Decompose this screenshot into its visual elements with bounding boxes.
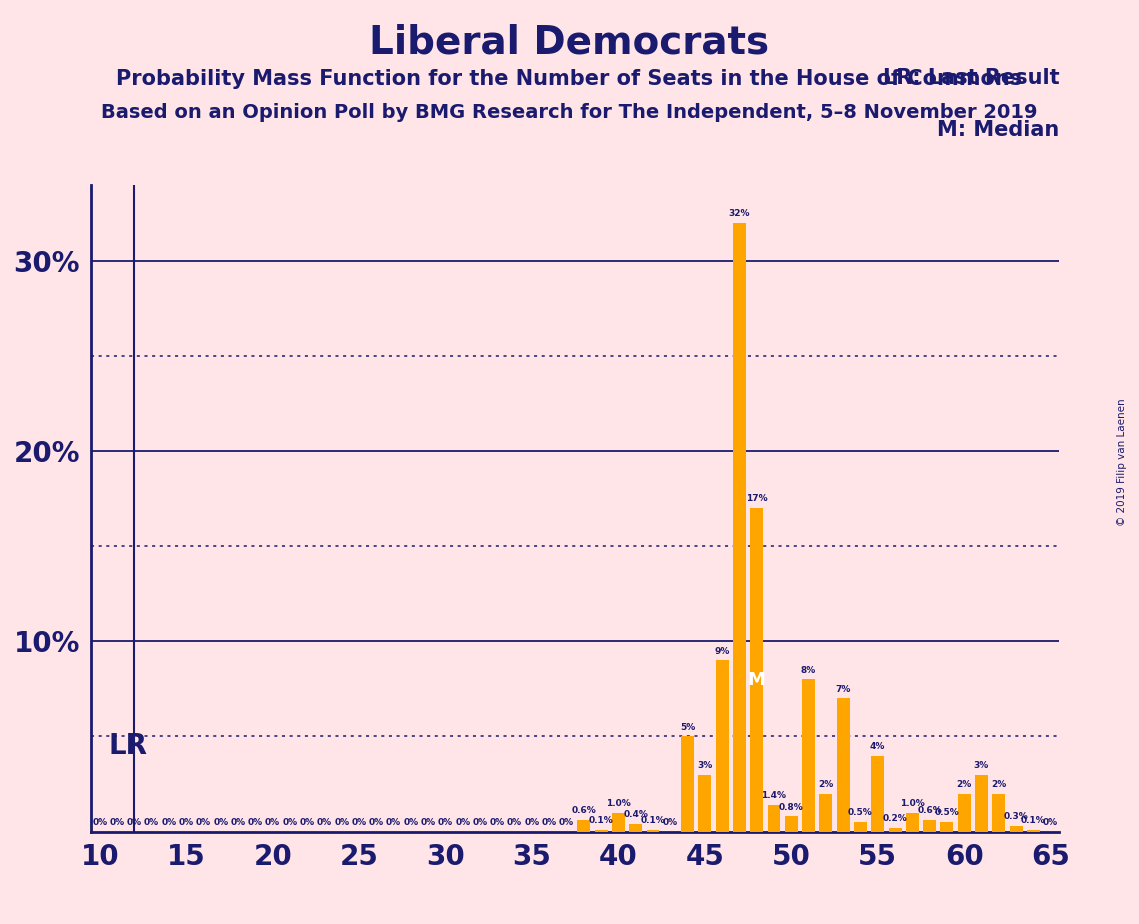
Text: LR: LR xyxy=(108,732,147,760)
Text: 0%: 0% xyxy=(663,818,678,827)
Text: 0%: 0% xyxy=(524,818,540,827)
Text: 0.8%: 0.8% xyxy=(779,803,804,811)
Text: 0%: 0% xyxy=(230,818,246,827)
Text: 0%: 0% xyxy=(386,818,401,827)
Bar xyxy=(629,824,642,832)
Text: 0.1%: 0.1% xyxy=(1021,816,1046,825)
Text: 0%: 0% xyxy=(248,818,263,827)
Text: 8%: 8% xyxy=(801,665,817,675)
Bar xyxy=(734,223,746,832)
Bar xyxy=(802,679,816,832)
Text: 0%: 0% xyxy=(542,818,557,827)
Text: 0.4%: 0.4% xyxy=(623,810,648,820)
Text: 0.5%: 0.5% xyxy=(849,808,872,818)
Bar xyxy=(647,830,659,832)
Bar xyxy=(906,812,919,832)
Text: 0%: 0% xyxy=(126,818,142,827)
Text: 1.0%: 1.0% xyxy=(606,799,631,808)
Text: 0.6%: 0.6% xyxy=(572,807,596,816)
Text: 0%: 0% xyxy=(439,818,453,827)
Bar xyxy=(819,794,833,832)
Text: © 2019 Filip van Laenen: © 2019 Filip van Laenen xyxy=(1117,398,1126,526)
Bar xyxy=(975,774,988,832)
Text: 0%: 0% xyxy=(403,818,418,827)
Text: 0%: 0% xyxy=(473,818,487,827)
Text: 0.3%: 0.3% xyxy=(1003,812,1029,821)
Text: 0.5%: 0.5% xyxy=(934,808,959,818)
Text: LR: Last Result: LR: Last Result xyxy=(883,68,1059,89)
Text: 0%: 0% xyxy=(282,818,297,827)
Bar xyxy=(854,822,867,832)
Text: Based on an Opinion Poll by BMG Research for The Independent, 5–8 November 2019: Based on an Opinion Poll by BMG Research… xyxy=(101,103,1038,123)
Bar xyxy=(992,794,1006,832)
Text: 0%: 0% xyxy=(1043,818,1058,827)
Bar xyxy=(612,812,625,832)
Text: 3%: 3% xyxy=(697,760,713,770)
Text: 0%: 0% xyxy=(334,818,350,827)
Bar xyxy=(941,822,953,832)
Text: 0%: 0% xyxy=(559,818,574,827)
Text: 0.2%: 0.2% xyxy=(883,814,908,823)
Text: 0%: 0% xyxy=(196,818,211,827)
Bar xyxy=(577,821,590,832)
Text: 0%: 0% xyxy=(317,818,333,827)
Bar xyxy=(681,736,694,832)
Bar xyxy=(871,756,884,832)
Text: 0%: 0% xyxy=(213,818,228,827)
Text: 2%: 2% xyxy=(818,780,834,789)
Text: 2%: 2% xyxy=(991,780,1007,789)
Bar xyxy=(768,805,780,832)
Bar xyxy=(698,774,712,832)
Text: 9%: 9% xyxy=(714,647,730,656)
Text: 0%: 0% xyxy=(92,818,107,827)
Text: 0.1%: 0.1% xyxy=(589,816,614,825)
Bar xyxy=(888,828,901,832)
Text: 3%: 3% xyxy=(974,760,989,770)
Text: M: Median: M: Median xyxy=(937,120,1059,140)
Text: 0.1%: 0.1% xyxy=(640,816,665,825)
Bar xyxy=(1027,830,1040,832)
Text: 4%: 4% xyxy=(870,742,885,750)
Text: 1.4%: 1.4% xyxy=(762,791,787,800)
Bar xyxy=(1009,826,1023,832)
Text: 0.6%: 0.6% xyxy=(917,807,942,816)
Text: 0%: 0% xyxy=(352,818,367,827)
Text: M: M xyxy=(748,671,765,688)
Text: 0%: 0% xyxy=(162,818,177,827)
Text: 0%: 0% xyxy=(109,818,124,827)
Text: 0%: 0% xyxy=(265,818,280,827)
Text: 0%: 0% xyxy=(144,818,159,827)
Bar xyxy=(715,661,729,832)
Text: 0%: 0% xyxy=(369,818,384,827)
Text: 7%: 7% xyxy=(836,685,851,694)
Text: 17%: 17% xyxy=(746,494,768,504)
Text: 0%: 0% xyxy=(179,818,194,827)
Text: 0%: 0% xyxy=(507,818,523,827)
Text: 0%: 0% xyxy=(300,818,314,827)
Bar xyxy=(923,821,936,832)
Bar xyxy=(595,830,607,832)
Text: 0%: 0% xyxy=(490,818,505,827)
Text: 0%: 0% xyxy=(420,818,436,827)
Bar xyxy=(958,794,970,832)
Text: Liberal Democrats: Liberal Democrats xyxy=(369,23,770,61)
Text: 5%: 5% xyxy=(680,723,695,732)
Text: 1.0%: 1.0% xyxy=(900,799,925,808)
Text: Probability Mass Function for the Number of Seats in the House of Commons: Probability Mass Function for the Number… xyxy=(116,69,1023,90)
Text: 2%: 2% xyxy=(957,780,972,789)
Bar xyxy=(751,508,763,832)
Text: 0%: 0% xyxy=(456,818,470,827)
Bar xyxy=(837,699,850,832)
Bar xyxy=(785,817,797,832)
Text: 32%: 32% xyxy=(729,209,751,218)
